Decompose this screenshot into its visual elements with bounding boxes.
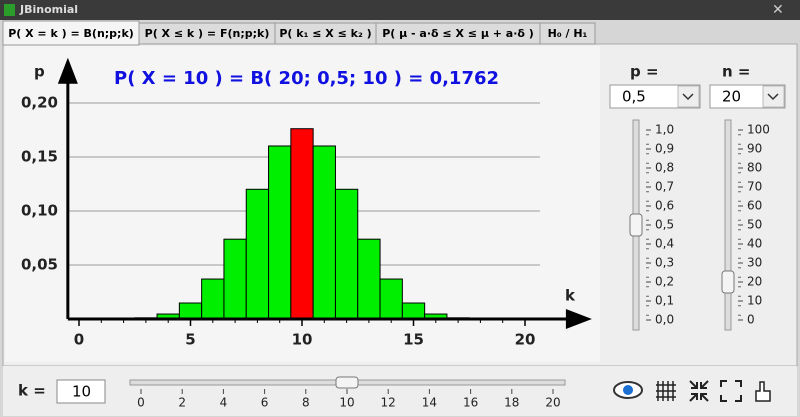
p-slider-tick-label: 1,0: [655, 123, 674, 137]
k-slider-tick-label: 4: [220, 396, 228, 410]
p-slider-tick-label: 0,8: [655, 161, 674, 175]
bar: [312, 145, 336, 320]
app-icon: [4, 4, 15, 16]
n-slider-tick-label: 80: [747, 161, 762, 175]
k-slider-tick-label: 0: [137, 396, 145, 410]
k-slider-tick-label: 16: [463, 396, 478, 410]
k-slider-tick-label: 6: [261, 396, 269, 410]
chart-title: P( X = 10 ) = B( 20; 0,5; 10 ) = 0,1762: [114, 68, 499, 89]
y-tick-label: 0,15: [21, 148, 58, 166]
x-tick-label: 20: [515, 331, 536, 349]
n-slider-tick-label: 100: [747, 123, 770, 137]
k-slider-tick-label: 14: [422, 396, 437, 410]
k-slider-tick-label: 12: [381, 396, 396, 410]
tab[interactable]: [539, 22, 596, 45]
x-axis-arrow: [565, 309, 592, 329]
n-label: n =: [722, 63, 750, 81]
tab-label: P( k₁ ≤ X ≤ k₂ ): [279, 27, 371, 40]
tab-label: H₀ / H₁: [548, 27, 588, 40]
p-slider-tick-label: 0,4: [655, 237, 674, 251]
close-button[interactable]: ✕: [772, 2, 784, 18]
k-label: k =: [18, 382, 46, 400]
k-slider-tick-label: 2: [178, 396, 186, 410]
p-combo-value: 0,5: [622, 88, 646, 106]
k-slider-tick-label: 20: [545, 396, 560, 410]
p-combo-arrow[interactable]: [677, 85, 700, 108]
y-tick-label: 0,20: [21, 94, 58, 112]
k-slider-tick-label: 10: [339, 396, 354, 410]
grid-button[interactable]: [656, 381, 676, 401]
bar: [268, 145, 292, 320]
fullscreen-button[interactable]: [720, 380, 742, 402]
n-slider-tick-label: 0: [747, 313, 755, 327]
n-slider-tick-label: 60: [747, 199, 762, 213]
n-combo-value: 20: [722, 88, 741, 106]
tab-label: P( X ≤ k ) = F(n;p;k): [145, 27, 270, 40]
n-slider-tick-label: 10: [747, 294, 762, 308]
y-axis-arrow: [57, 57, 78, 84]
bar: [223, 238, 247, 320]
tab-label: P( X = k ) = B(n;p;k): [8, 27, 134, 40]
k-field-value: 10: [72, 383, 91, 401]
k-slider-thumb[interactable]: [335, 376, 359, 389]
arrow-icon: [767, 93, 779, 101]
p-label: p =: [630, 63, 659, 81]
shrink-button[interactable]: [689, 380, 709, 402]
k-field[interactable]: [56, 379, 106, 404]
n-slider-tick-label: 40: [747, 237, 762, 251]
p-slider-tick-label: 0,9: [655, 142, 674, 156]
bar: [290, 128, 314, 320]
p-slider-tick-label: 0,6: [655, 199, 674, 213]
hand-button[interactable]: [755, 381, 771, 402]
p-slider-tick-label: 0,0: [655, 313, 674, 327]
n-combo-arrow[interactable]: [762, 85, 785, 108]
n-slider-thumb[interactable]: [721, 270, 735, 294]
p-slider-tick-label: 0,2: [655, 275, 674, 289]
bar: [357, 238, 381, 320]
x-tick-label: 0: [74, 331, 84, 349]
n-slider-tick-label: 70: [747, 180, 762, 194]
x-tick-label: 10: [292, 331, 313, 349]
x-tick-label: 5: [185, 331, 195, 349]
n-slider-tick-label: 20: [747, 275, 762, 289]
eye-pupil: [623, 385, 633, 395]
n-slider-tick-label: 50: [747, 218, 762, 232]
bar: [245, 188, 270, 320]
bottom-panel: [3, 366, 797, 416]
window-title: JBinomial: [19, 3, 78, 16]
p-slider-tick-label: 0,1: [655, 294, 674, 308]
bar: [178, 302, 203, 320]
bar: [334, 188, 359, 320]
y-axis-label: p: [34, 63, 45, 81]
k-slider-tick-label: 8: [302, 396, 310, 410]
p-slider-tick-label: 0,5: [655, 218, 674, 232]
n-slider-tick-label: 90: [747, 142, 762, 156]
x-axis-label: k: [565, 287, 576, 305]
bar: [201, 278, 225, 320]
y-tick-label: 0,05: [21, 256, 58, 274]
n-slider-track: [724, 119, 732, 331]
x-tick-label: 15: [403, 331, 424, 349]
p-slider-tick-label: 0,3: [655, 256, 674, 270]
arrow-icon: [682, 93, 694, 101]
title-bar: [0, 0, 800, 20]
bar: [379, 278, 403, 320]
bar: [401, 302, 426, 320]
toolbar: [613, 380, 771, 402]
y-tick-label: 0,10: [21, 202, 58, 220]
p-slider-thumb[interactable]: [629, 213, 643, 237]
p-slider-tick-label: 0,7: [655, 180, 674, 194]
k-slider-tick-label: 18: [504, 396, 519, 410]
tab-label: P( μ - a·δ ≤ X ≤ μ + a·δ ): [382, 27, 534, 40]
n-slider-tick-label: 30: [747, 256, 762, 270]
